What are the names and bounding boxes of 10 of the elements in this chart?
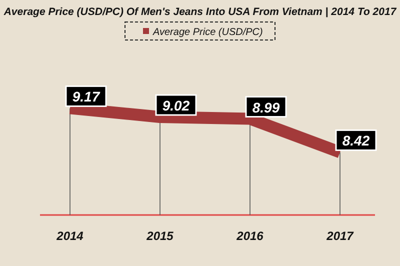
legend-label: Average Price (USD/PC): [152, 27, 263, 38]
data-label: 9.02: [162, 98, 190, 114]
chart-title: Average Price (USD/PC) Of Men's Jeans Into USA From Vietnam | 2014 To 2017: [2, 6, 398, 18]
x-tick-label: 2015: [146, 229, 174, 243]
x-tick-label: 2014: [56, 229, 84, 243]
x-tick-label: 2017: [326, 229, 355, 243]
data-label: 9.17: [72, 88, 101, 105]
data-label: 8.42: [342, 132, 370, 149]
x-tick-label: 2016: [236, 229, 264, 243]
data-label: 8.99: [252, 99, 280, 116]
